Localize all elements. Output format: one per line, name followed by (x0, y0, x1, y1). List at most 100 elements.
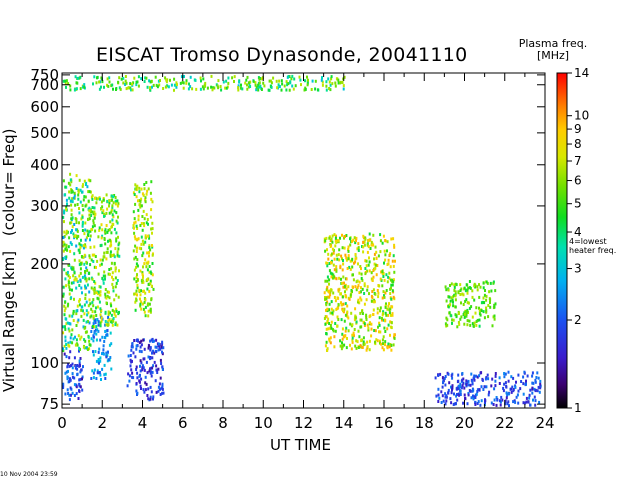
data-point (105, 351, 108, 355)
data-point (141, 366, 144, 370)
data-point (75, 87, 78, 91)
data-point (83, 338, 86, 342)
data-point (339, 81, 342, 85)
data-point (94, 350, 97, 353)
data-point (325, 80, 328, 84)
data-point (485, 280, 488, 284)
x-tick-label: 18 (415, 414, 434, 432)
x-tick-label: 0 (57, 414, 67, 432)
data-point (83, 312, 86, 316)
data-point (390, 283, 393, 287)
data-point (151, 340, 154, 343)
data-point (115, 293, 118, 297)
data-point (330, 307, 333, 311)
colorbar-tick-label: 9 (574, 122, 582, 136)
data-point (153, 351, 156, 355)
data-point (95, 291, 98, 295)
data-point (188, 82, 190, 86)
data-point (137, 208, 140, 212)
data-point (465, 383, 468, 386)
data-point (351, 323, 354, 327)
data-point (66, 270, 69, 274)
data-point (110, 261, 113, 265)
data-point (93, 280, 96, 283)
data-point (82, 244, 85, 248)
data-point (139, 302, 142, 306)
y-tick-label: 300 (30, 197, 59, 215)
data-point (485, 294, 488, 298)
data-point (147, 397, 150, 401)
x-tick-label: 10 (254, 414, 273, 432)
data-point (89, 263, 92, 267)
data-point (329, 341, 332, 345)
data-point (465, 312, 468, 316)
data-point (487, 304, 490, 307)
data-point (173, 77, 176, 81)
data-point (365, 313, 368, 317)
data-point (355, 316, 358, 320)
colorbar-tick-label: 6 (574, 174, 582, 188)
data-point (137, 84, 140, 88)
data-point (68, 364, 71, 368)
data-point (103, 237, 106, 240)
data-point (107, 272, 110, 276)
data-point (445, 399, 448, 403)
data-point (459, 389, 462, 393)
data-point (139, 224, 142, 227)
data-point (80, 335, 83, 339)
data-point (147, 234, 150, 238)
data-point (437, 393, 440, 397)
data-point (480, 309, 483, 313)
data-point (92, 304, 95, 308)
data-point (457, 290, 460, 294)
data-point (532, 398, 534, 402)
data-point (109, 238, 112, 242)
data-point (70, 230, 72, 234)
data-point (343, 281, 345, 285)
data-point (344, 329, 347, 333)
x-tick-label: 20 (455, 414, 474, 432)
data-point (340, 301, 342, 305)
data-point (392, 280, 395, 284)
data-point (140, 387, 142, 390)
y-tick-label: 400 (30, 156, 59, 174)
data-point (257, 83, 260, 87)
data-point (144, 381, 147, 385)
data-point (347, 316, 350, 320)
data-point (359, 325, 362, 329)
data-point (140, 204, 143, 208)
colorbar-tick-label: 3 (574, 262, 582, 276)
data-point (459, 289, 462, 292)
data-point (195, 87, 198, 91)
data-point (260, 77, 263, 81)
data-point (480, 301, 483, 305)
data-point (440, 401, 443, 404)
data-point (150, 297, 153, 301)
data-point (75, 392, 78, 396)
data-point (87, 217, 90, 221)
data-point (130, 348, 133, 352)
data-point (78, 263, 81, 267)
data-point (505, 396, 508, 400)
data-point (254, 83, 257, 87)
data-point (373, 257, 375, 261)
data-point (62, 179, 65, 183)
data-point (132, 81, 135, 85)
data-point (87, 230, 90, 234)
data-point (473, 378, 476, 382)
data-point (451, 384, 454, 388)
data-point (457, 312, 460, 315)
data-point (65, 343, 68, 346)
data-cluster (132, 180, 155, 318)
data-point (131, 88, 134, 92)
data-point (112, 253, 115, 257)
data-point (331, 82, 334, 86)
data-point (85, 279, 88, 283)
data-point (351, 340, 354, 344)
data-point (165, 78, 168, 82)
data-point (445, 394, 448, 398)
data-point (118, 254, 121, 258)
data-point (306, 75, 308, 79)
data-point (62, 285, 65, 289)
data-point (78, 384, 81, 388)
